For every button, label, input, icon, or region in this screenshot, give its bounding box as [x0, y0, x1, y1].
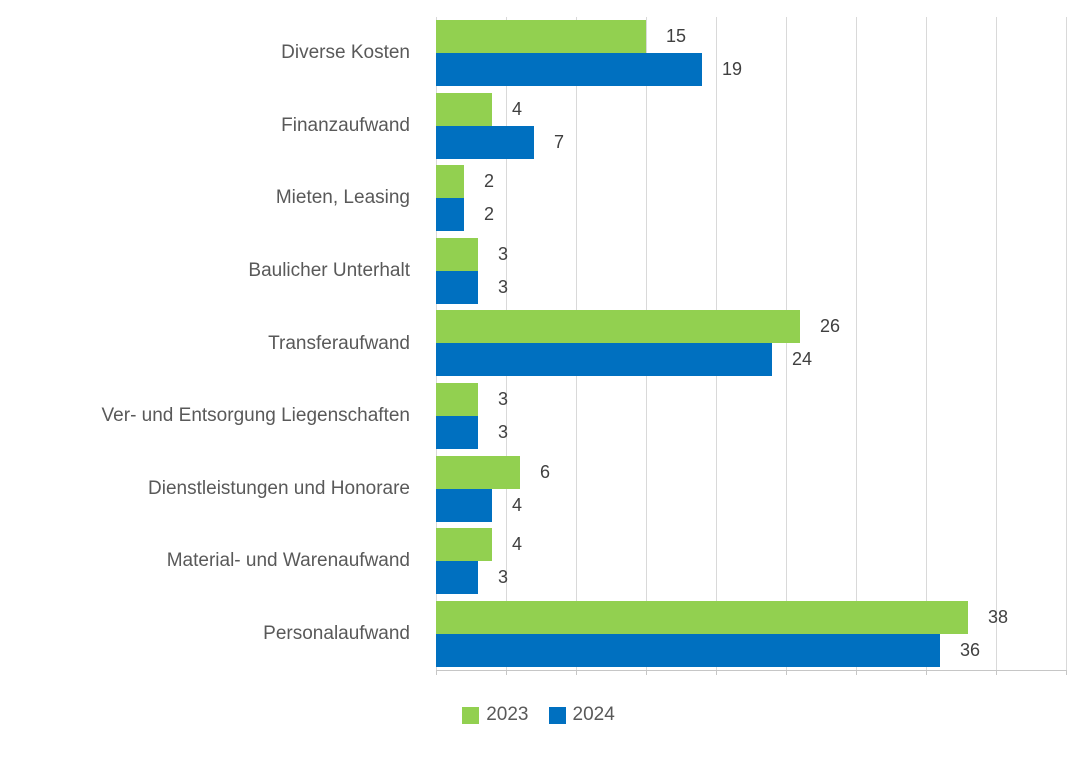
bar-2023 — [436, 165, 464, 199]
bar-2024 — [436, 561, 478, 595]
bar-2023 — [436, 237, 478, 271]
value-label: 38 — [988, 606, 1009, 627]
value-label: 4 — [512, 534, 523, 555]
bar-2024 — [436, 125, 534, 159]
category-band: 15 19 — [436, 17, 1066, 90]
axis-ticks — [436, 670, 1067, 675]
category-label: Baulicher Unterhalt — [248, 260, 410, 281]
bar-row: 3 — [436, 383, 1066, 417]
bar-row: 4 — [436, 528, 1066, 562]
category-label: Ver- und Entsorgung Liegenschaften — [101, 405, 410, 427]
bar-2024 — [436, 270, 478, 304]
bar-2023 — [436, 600, 968, 634]
bar-row: 2 — [436, 165, 1066, 199]
value-label: 26 — [820, 316, 841, 337]
value-label: 19 — [722, 59, 743, 80]
bar-2023 — [436, 20, 646, 54]
category-label: Diverse Kosten — [281, 42, 410, 64]
value-label: 2 — [484, 171, 495, 192]
value-label: 3 — [498, 243, 509, 264]
category-labels: Diverse Kosten Finanzaufwand Mieten, Leasi… — [0, 17, 436, 670]
bar-2024 — [436, 53, 702, 87]
category-band: 38 36 — [436, 597, 1066, 670]
bar-row: 2 — [436, 198, 1066, 232]
bar-row: 38 — [436, 600, 1066, 634]
value-label: 3 — [498, 422, 509, 443]
legend-swatch-2024 — [548, 706, 566, 724]
bar-row: 4 — [436, 488, 1066, 522]
bar-2023 — [436, 455, 520, 489]
legend-label: 2024 — [572, 704, 615, 725]
legend: 2023 2024 — [0, 704, 1077, 726]
value-label: 7 — [554, 131, 565, 152]
value-label: 3 — [498, 389, 509, 410]
bar-row: 19 — [436, 53, 1066, 87]
category-label: Dienstleistungen und Honorare — [148, 477, 410, 499]
value-label: 24 — [792, 349, 813, 370]
bar-row: 6 — [436, 455, 1066, 489]
category-label: Finanzaufwand — [281, 114, 410, 136]
legend-label: 2023 — [486, 704, 529, 725]
bar-2024 — [436, 416, 478, 450]
value-label: 6 — [540, 461, 551, 482]
value-label: 3 — [498, 567, 509, 588]
bar-row: 15 — [436, 20, 1066, 54]
bar-2023 — [436, 310, 800, 344]
category-label: Personalaufwand — [263, 622, 410, 644]
bar-2024 — [436, 343, 772, 377]
bar-2024 — [436, 488, 492, 522]
value-label: 4 — [512, 98, 523, 119]
bar-2023 — [436, 383, 478, 417]
bar-row: 26 — [436, 310, 1066, 344]
category-label: Material- und Warenaufwand — [166, 550, 410, 572]
category-label: Transferaufwand — [268, 332, 410, 354]
legend-item-2023: 2023 — [462, 704, 529, 726]
bar-row: 3 — [436, 416, 1066, 450]
plot-area: 15 19 4 7 2 2 3 3 26 24 3 3 6 4 4 3 38 36 — [436, 17, 1067, 671]
bar-row: 3 — [436, 237, 1066, 271]
value-label: 3 — [498, 276, 509, 297]
value-label: 15 — [666, 26, 687, 47]
bar-2024 — [436, 198, 464, 232]
value-label: 4 — [512, 494, 523, 515]
bar-2023 — [436, 528, 492, 562]
category-label: Mieten, Leasing — [275, 187, 410, 209]
bar-row: 7 — [436, 125, 1066, 159]
legend-swatch-2023 — [462, 706, 480, 724]
value-label: 2 — [484, 204, 495, 225]
bar-row: 4 — [436, 92, 1066, 126]
bar-row: 3 — [436, 561, 1066, 595]
category-band: 26 24 — [436, 307, 1066, 380]
bar-row: 36 — [436, 633, 1066, 667]
bar-rows: 15 19 4 7 2 2 3 3 26 24 3 3 6 4 4 3 38 36 — [436, 17, 1066, 670]
bar-2023 — [436, 92, 492, 126]
legend-item-2024: 2024 — [548, 704, 615, 726]
bar-2024 — [436, 633, 940, 667]
bar-row: 24 — [436, 343, 1066, 377]
bar-row: 3 — [436, 270, 1066, 304]
value-label: 36 — [960, 639, 981, 660]
